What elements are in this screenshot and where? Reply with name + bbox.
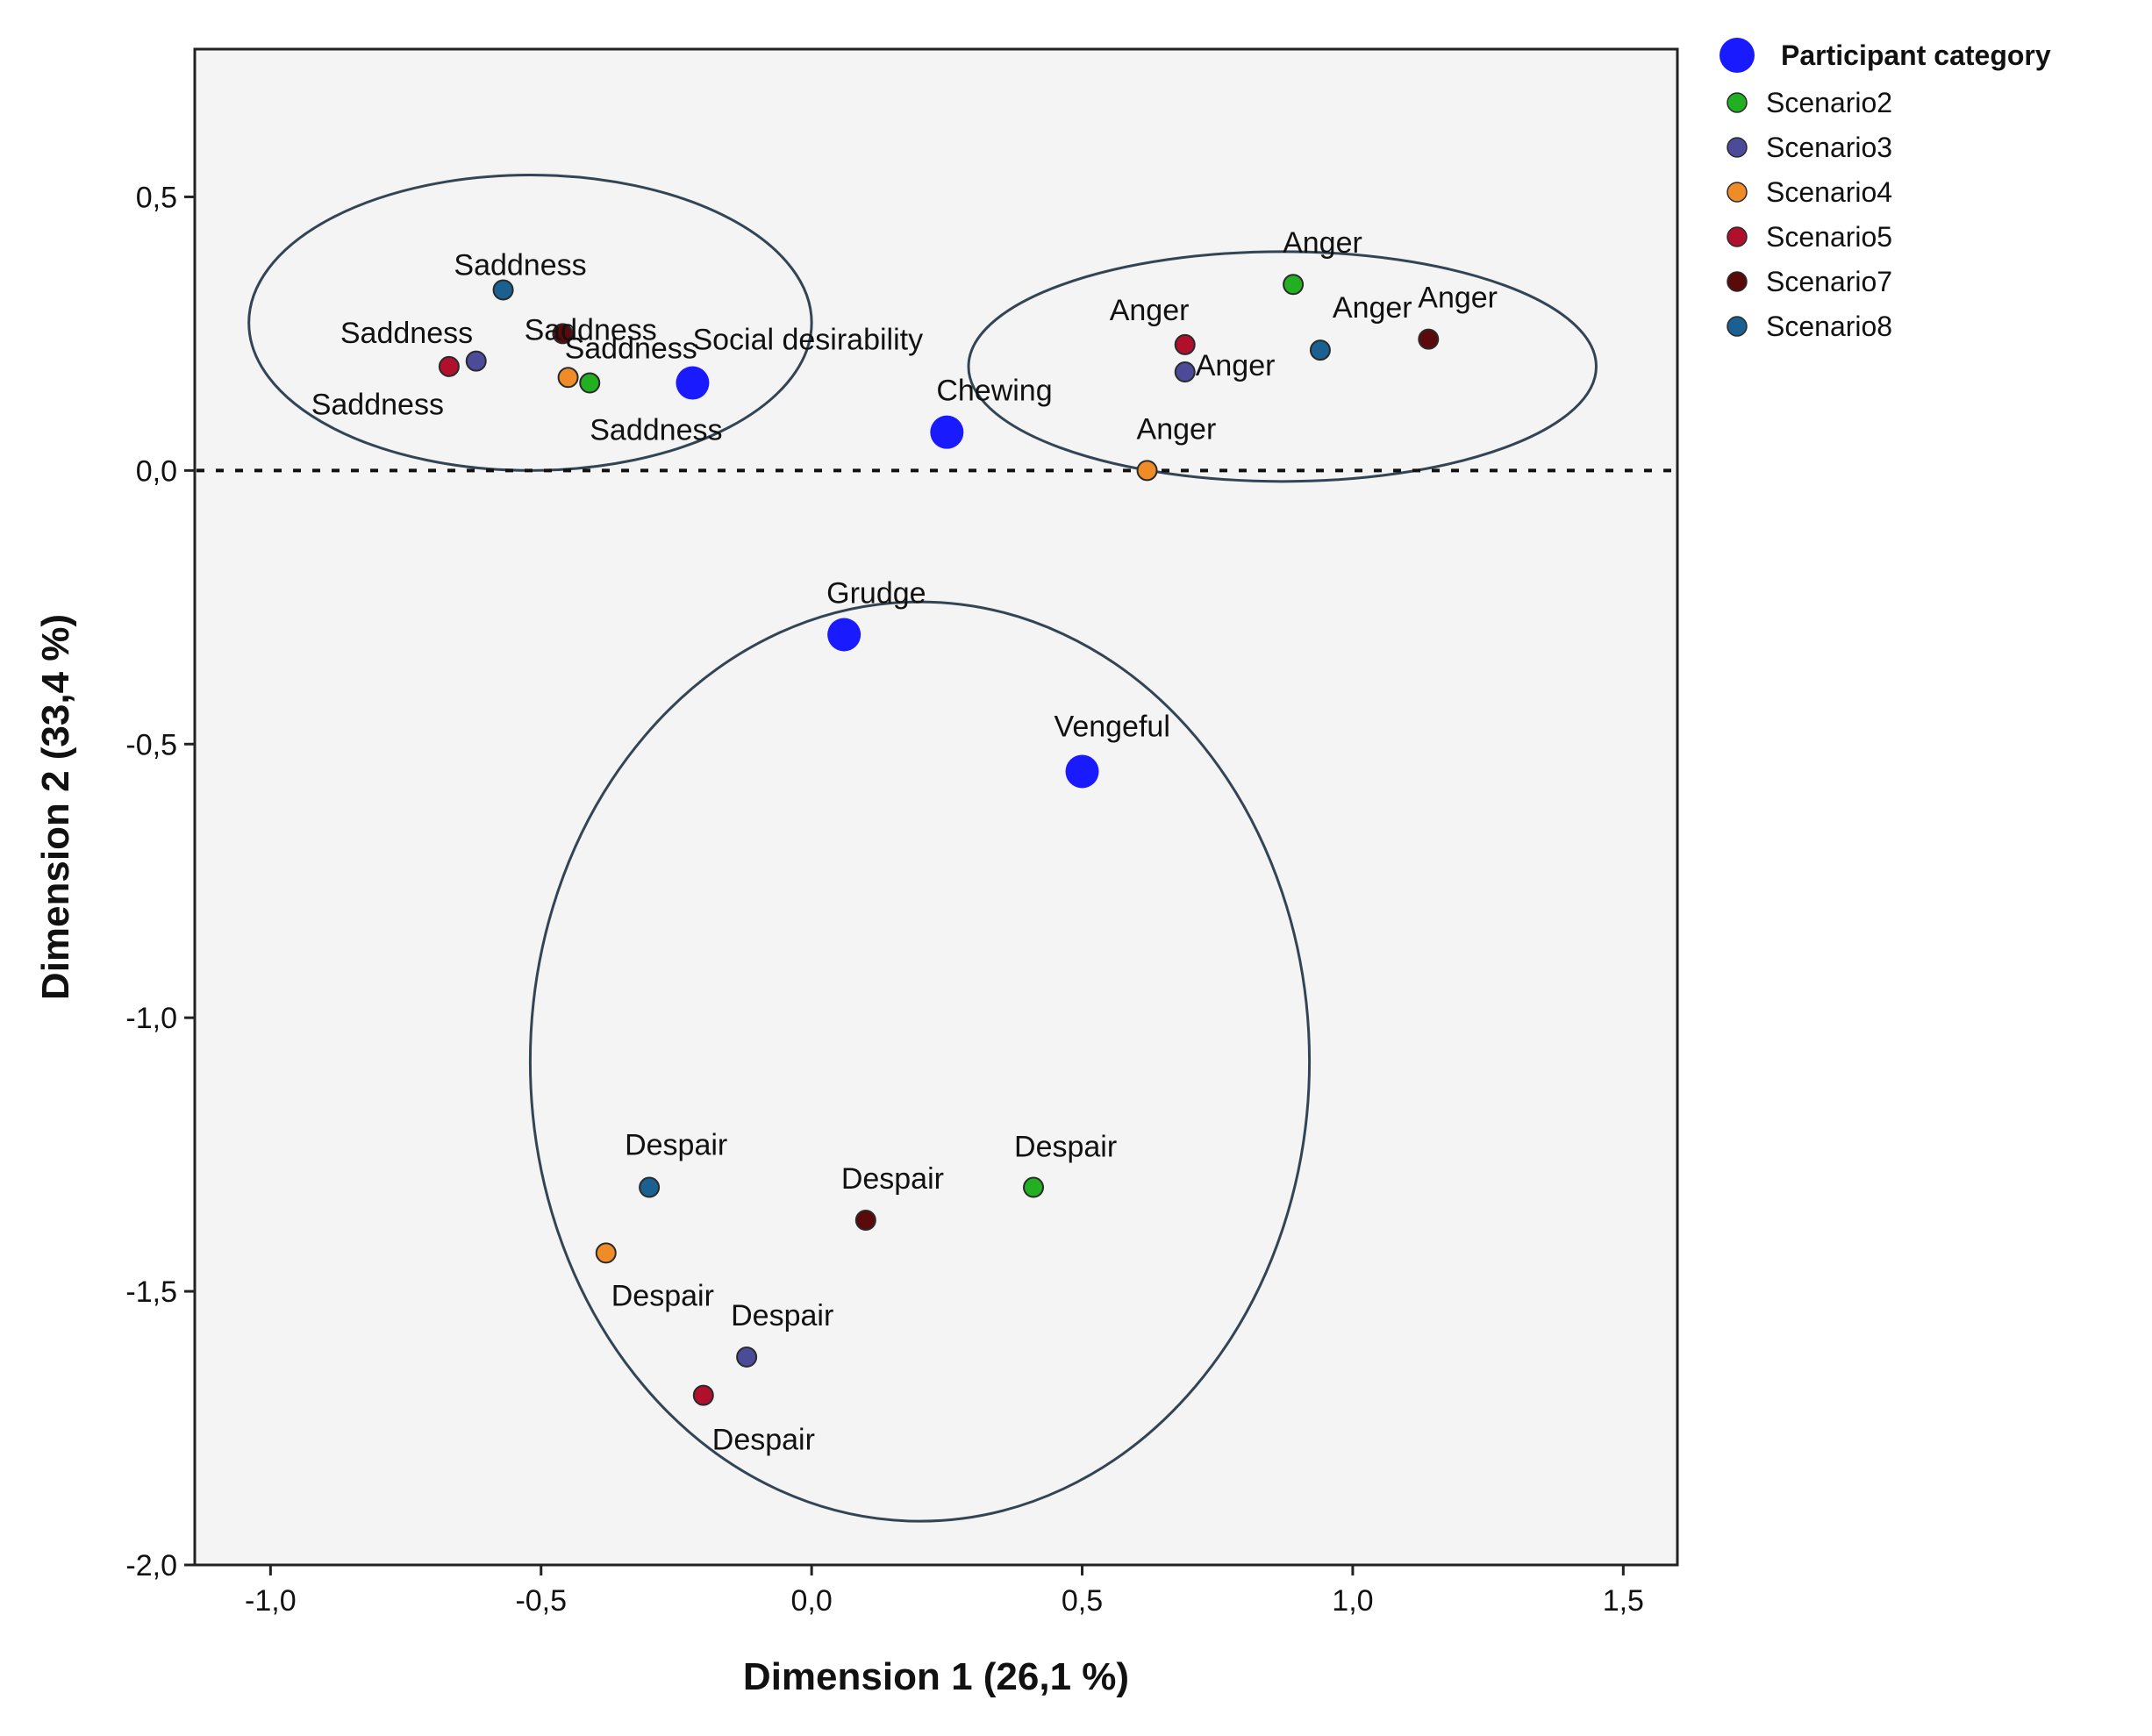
x-tick-label: -1,0 xyxy=(245,1584,297,1618)
point-scenario2-anger xyxy=(1283,274,1305,296)
label-scenario3-anger: Anger xyxy=(1196,349,1276,382)
point-scenario3-unlabeled xyxy=(465,350,487,372)
legend-marker-scenario8 xyxy=(1727,316,1748,337)
label-scenario4-anger: Anger xyxy=(1137,412,1217,446)
legend-label-scenario2: Scenario2 xyxy=(1766,87,1892,118)
point-scenario5-anger xyxy=(1174,333,1196,355)
legend: Participant category Scenario2 Scenario3 S… xyxy=(1719,38,2051,342)
label-scenario4-despair: Despair xyxy=(611,1279,714,1312)
label-participant-category-social-desirability: Social desirability xyxy=(692,324,923,357)
legend-marker-scenario5 xyxy=(1727,226,1748,247)
point-labels: Social desirability Chewing Grudge Vengeful… xyxy=(311,226,1498,1456)
legend-marker-scenario7 xyxy=(1727,271,1748,292)
point-participant-category-grudge xyxy=(827,618,862,652)
x-axis-ticks: -1,0 -0,5 0,0 0,5 1,0 1,5 xyxy=(245,1565,1644,1618)
label-scenario5-despair: Despair xyxy=(712,1424,815,1457)
label-scenario3-saddness: Saddness xyxy=(311,389,444,422)
label-scenario7-anger: Anger xyxy=(1418,282,1498,315)
point-scenario7-despair xyxy=(854,1209,876,1231)
point-scenario5-saddness xyxy=(438,355,460,377)
data-points xyxy=(438,274,1440,1406)
point-scenario4-anger xyxy=(1136,460,1158,482)
x-tick-label: 1,5 xyxy=(1603,1584,1644,1618)
label-scenario5-saddness: Saddness xyxy=(340,317,473,350)
point-scenario8-despair xyxy=(639,1176,661,1198)
legend-marker-scenario2 xyxy=(1727,92,1748,113)
point-scenario4-despair xyxy=(595,1242,617,1264)
point-scenario7-anger xyxy=(1418,328,1440,350)
legend-label-scenario3: Scenario3 xyxy=(1766,132,1892,163)
y-tick-label: -1,0 xyxy=(125,1002,177,1035)
point-scenario8-saddness xyxy=(492,279,514,301)
point-scenario3-despair xyxy=(736,1346,758,1368)
y-tick-label: -2,0 xyxy=(125,1549,177,1582)
y-axis-ticks: 0,5 0,0 -0,5 -1,0 -1,5 -2,0 xyxy=(125,181,195,1582)
point-scenario8-anger xyxy=(1309,339,1331,361)
legend-title: Participant category xyxy=(1781,39,2051,71)
point-scenario4-unlabeled xyxy=(557,367,579,389)
y-tick-label: 0,5 xyxy=(136,181,177,214)
legend-label-scenario4: Scenario4 xyxy=(1766,176,1892,208)
point-scenario2-despair xyxy=(1023,1176,1045,1198)
legend-marker-scenario4 xyxy=(1727,182,1748,203)
label-scenario2-anger: Anger xyxy=(1283,226,1362,260)
y-tick-label: -1,5 xyxy=(125,1275,177,1309)
label-scenario3-despair: Despair xyxy=(731,1299,833,1332)
point-participant-category-social-desirability xyxy=(676,366,710,400)
plot-area xyxy=(193,47,1679,1567)
point-scenario2-saddness xyxy=(579,372,601,394)
legend-label-scenario5: Scenario5 xyxy=(1766,221,1892,253)
x-tick-label: 0,0 xyxy=(791,1584,833,1618)
point-scenario7-saddness xyxy=(552,323,574,345)
label-participant-category-grudge: Grudge xyxy=(826,576,926,610)
label-participant-category-vengeful: Vengeful xyxy=(1055,710,1170,743)
label-scenario8-anger: Anger xyxy=(1333,291,1412,325)
point-participant-category-vengeful xyxy=(1065,754,1099,789)
legend-label-scenario7: Scenario7 xyxy=(1766,266,1892,297)
y-tick-label: 0,0 xyxy=(136,454,177,488)
despair-cluster-ellipse xyxy=(528,600,1312,1523)
legend-marker-participant-category xyxy=(1719,38,1755,73)
label-participant-category-chewing: Chewing xyxy=(936,375,1052,408)
label-scenario5-anger: Anger xyxy=(1110,294,1190,327)
y-tick-label: -0,5 xyxy=(125,728,177,761)
legend-marker-scenario3 xyxy=(1727,137,1748,158)
label-scenario7-despair: Despair xyxy=(841,1162,944,1196)
y-axis-title: Dimension 2 (33,4 %) xyxy=(34,614,77,1000)
label-scenario8-saddness: Saddness xyxy=(525,313,657,346)
point-participant-category-chewing xyxy=(930,415,964,449)
label-scenario4-saddness: Saddness xyxy=(565,332,697,365)
x-tick-label: 1,0 xyxy=(1332,1584,1373,1618)
x-tick-label: -0,5 xyxy=(515,1584,567,1618)
label-scenario8-despair: Despair xyxy=(625,1129,727,1162)
point-scenario3-unlabeled xyxy=(1174,361,1196,383)
point-scenario5-despair xyxy=(692,1384,714,1406)
label-scenario2-despair: Despair xyxy=(1014,1131,1117,1164)
legend-label-scenario8: Scenario8 xyxy=(1766,311,1892,342)
label-scenario2-saddness: Saddness xyxy=(590,414,722,447)
anger-cluster-ellipse xyxy=(967,250,1598,483)
label-scenario7-saddness: Saddness xyxy=(454,248,586,282)
x-tick-label: 0,5 xyxy=(1062,1584,1103,1618)
x-axis-title: Dimension 1 (26,1 %) xyxy=(743,1655,1129,1698)
